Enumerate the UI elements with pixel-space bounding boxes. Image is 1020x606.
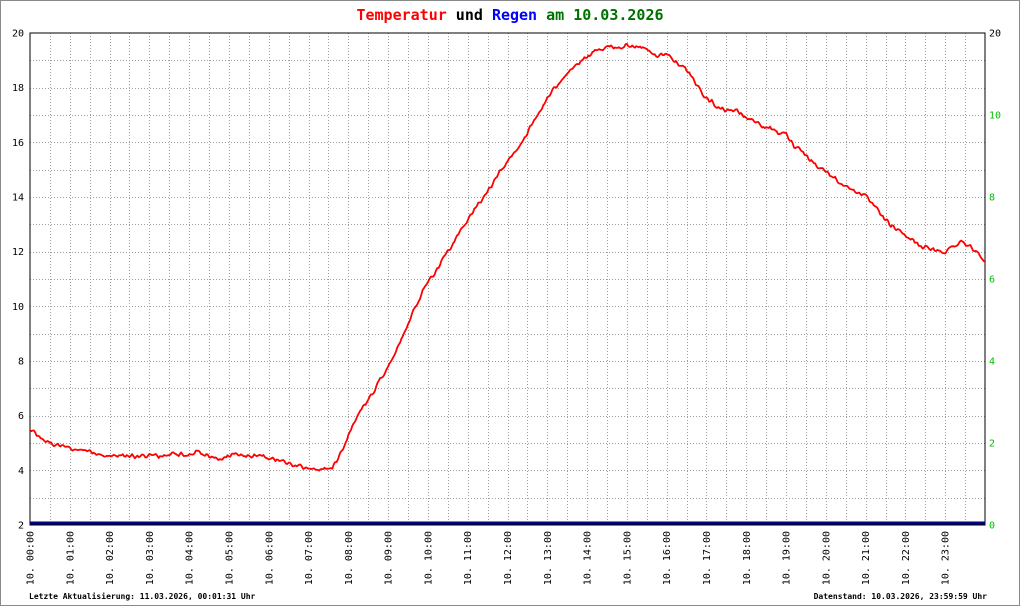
x-axis-label: 10. 18:00 bbox=[742, 531, 753, 585]
x-axis-label: 10. 16:00 bbox=[662, 531, 673, 585]
y-axis-right-label: 10 bbox=[989, 111, 1001, 122]
y-axis-right-top-label: 20 bbox=[989, 29, 1001, 40]
title-date-label: am 10.03.2026 bbox=[537, 6, 664, 24]
y-axis-left-label: 20 bbox=[12, 29, 24, 40]
x-axis-label: 10. 07:00 bbox=[304, 531, 315, 585]
x-axis-label: 10. 01:00 bbox=[65, 531, 76, 585]
x-axis-label: 10. 05:00 bbox=[224, 531, 235, 585]
x-axis-label: 10. 10:00 bbox=[423, 531, 434, 585]
x-axis-label: 10. 19:00 bbox=[782, 531, 793, 585]
chart-title: Temperatur und Regen am 10.03.2026 bbox=[1, 6, 1019, 24]
x-axis-label: 10. 14:00 bbox=[583, 531, 594, 585]
y-axis-left-label: 16 bbox=[12, 138, 24, 149]
x-axis-label: 10. 22:00 bbox=[901, 531, 912, 585]
x-axis-label: 10. 17:00 bbox=[702, 531, 713, 585]
x-axis-label: 10. 13:00 bbox=[543, 531, 554, 585]
x-axis-label: 10. 02:00 bbox=[105, 531, 116, 585]
x-axis-label: 10. 04:00 bbox=[185, 531, 196, 585]
y-axis-left-label: 12 bbox=[12, 247, 24, 258]
y-axis-right-label: 8 bbox=[989, 193, 995, 204]
title-und-label: und bbox=[446, 6, 492, 24]
temperature-series-line bbox=[29, 43, 986, 472]
y-axis-right-label: 6 bbox=[989, 275, 995, 286]
y-axis-left-label: 18 bbox=[12, 83, 24, 94]
x-axis-label: 10. 15:00 bbox=[622, 531, 633, 585]
x-axis-label: 10. 09:00 bbox=[384, 531, 395, 585]
title-regen-label: Regen bbox=[491, 6, 538, 24]
x-axis-label: 10. 11:00 bbox=[463, 531, 474, 585]
x-axis-label: 10. 21:00 bbox=[861, 531, 872, 585]
y-axis-left-label: 10 bbox=[12, 302, 24, 313]
x-axis-label: 10. 23:00 bbox=[941, 531, 952, 585]
last-update-text: Letzte Aktualisierung: 11.03.2026, 00:01… bbox=[29, 592, 256, 601]
x-axis-label: 10. 06:00 bbox=[264, 531, 275, 585]
y-axis-left-label: 2 bbox=[18, 521, 24, 532]
data-state-text: Datenstand: 10.03.2026, 23:59:59 Uhr bbox=[813, 592, 987, 601]
y-axis-left-label: 14 bbox=[12, 193, 24, 204]
x-axis-label: 10. 00:00 bbox=[26, 531, 37, 585]
plot-border bbox=[29, 32, 986, 526]
y-axis-right-label: 4 bbox=[989, 357, 995, 368]
y-axis-left-label: 4 bbox=[18, 466, 24, 477]
y-axis-left-label: 8 bbox=[18, 357, 24, 368]
x-axis-label: 10. 12:00 bbox=[503, 531, 514, 585]
y-axis-left-label: 6 bbox=[18, 411, 24, 422]
x-axis-label: 10. 08:00 bbox=[344, 531, 355, 585]
title-temperatur-label: Temperatur bbox=[356, 6, 447, 24]
x-axis-label: 10. 20:00 bbox=[821, 531, 832, 585]
y-axis-right-label: 0 bbox=[989, 521, 995, 532]
y-axis-right-label: 2 bbox=[989, 439, 995, 450]
x-axis-label: 10. 03:00 bbox=[145, 531, 156, 585]
